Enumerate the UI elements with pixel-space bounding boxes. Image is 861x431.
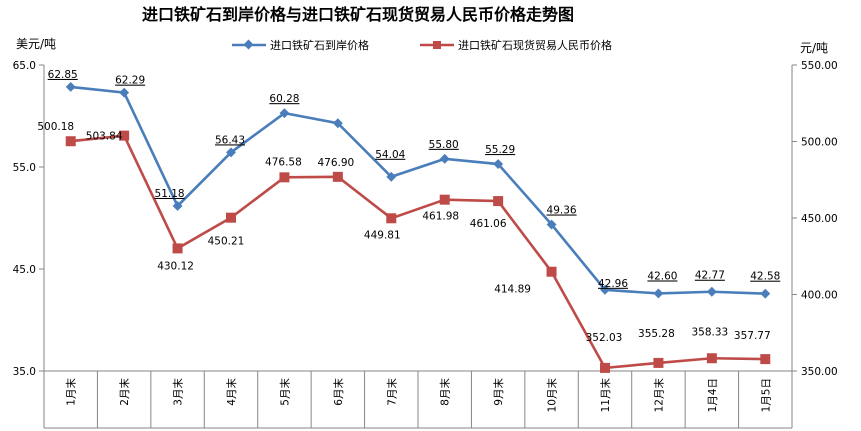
legend-marker-series-2 bbox=[433, 41, 441, 49]
y-left-ticks: 35.0 45.0 55.0 65.0 bbox=[13, 60, 44, 378]
series-cny-point bbox=[706, 353, 717, 364]
series-usd-point bbox=[600, 284, 610, 295]
data-label-cny: 461.98 bbox=[422, 211, 459, 223]
series-cny-point bbox=[386, 213, 397, 224]
data-label-cny: 352.03 bbox=[586, 332, 623, 344]
series-usd-point bbox=[172, 201, 183, 211]
series-cny-point bbox=[279, 172, 290, 183]
legend-marker-series-1 bbox=[243, 39, 254, 50]
legend-label-series-1: 进口铁矿石到岸价格 bbox=[270, 38, 369, 52]
series-usd-point bbox=[760, 288, 771, 299]
data-label-cny: 500.18 bbox=[37, 121, 74, 133]
legend: 进口铁矿石到岸价格 进口铁矿石现货贸易人民币价格 bbox=[232, 38, 612, 52]
data-label-cny: 450.21 bbox=[208, 236, 245, 248]
series-cny-point bbox=[332, 171, 343, 182]
x-tick-label: 6月末 bbox=[332, 378, 345, 406]
y-left-unit: 美元/吨 bbox=[16, 37, 56, 51]
y-left-tick-label: 55.0 bbox=[13, 162, 36, 174]
x-tick-label: 7月末 bbox=[385, 378, 398, 406]
data-label-usd: 62.29 bbox=[115, 75, 145, 87]
data-label-usd: 62.85 bbox=[48, 69, 78, 81]
series-usd-point bbox=[65, 81, 76, 92]
y-right-tick-label: 550.00 bbox=[801, 60, 838, 72]
data-label-usd: 54.04 bbox=[375, 149, 405, 161]
x-tick-label: 1月4日 bbox=[707, 378, 719, 412]
data-label-cny: 476.90 bbox=[317, 157, 354, 169]
x-tick-label: 11月末 bbox=[599, 378, 612, 413]
series-cny-point bbox=[653, 357, 664, 368]
x-tick-label: 1月5日 bbox=[760, 378, 772, 412]
data-label-usd: 42.60 bbox=[647, 270, 677, 282]
data-label-cny: 357.77 bbox=[734, 330, 771, 342]
series-usd-point bbox=[439, 153, 450, 164]
legend-label-series-2: 进口铁矿石现货贸易人民币价格 bbox=[458, 38, 612, 52]
x-tick-label: 10月末 bbox=[546, 378, 559, 413]
x-tick-label: 8月末 bbox=[439, 378, 452, 406]
y-right-tick-label: 500.00 bbox=[801, 137, 838, 149]
x-tick-label: 5月末 bbox=[278, 378, 291, 406]
series-usd-point bbox=[706, 286, 717, 297]
chart-title: 进口铁矿石到岸价格与进口铁矿石现货贸易人民币价格走势图 bbox=[142, 5, 574, 24]
x-tick-label: 1月末 bbox=[65, 378, 78, 406]
series-usd-point bbox=[546, 219, 557, 230]
x-category-labels: 1月末 2月末 3月末 4月末 5月末 6月末 7月末 8月末 9月末 10月末 11月末 12月末 1… bbox=[65, 378, 773, 413]
series-cny-point bbox=[493, 196, 504, 207]
series-cny-point bbox=[439, 194, 450, 205]
x-tick-label: 9月末 bbox=[492, 378, 505, 406]
y-left-tick-label: 35.0 bbox=[13, 366, 36, 378]
x-tick-label: 3月末 bbox=[172, 378, 185, 406]
data-label-cny: 461.06 bbox=[470, 218, 507, 230]
data-label-cny: 358.33 bbox=[691, 326, 728, 338]
y-left-tick-label: 65.0 bbox=[13, 60, 36, 72]
data-labels: 62.85 62.29 51.18 56.43 60.28 54.04 55.80 55.29… bbox=[37, 69, 780, 344]
data-label-cny: 503.84 bbox=[86, 131, 123, 143]
data-label-cny: 414.89 bbox=[494, 284, 531, 296]
series-lines bbox=[70, 85, 766, 370]
series-cny-point bbox=[760, 354, 771, 365]
data-label-cny: 476.58 bbox=[265, 156, 302, 168]
y-right-tick-label: 350.00 bbox=[801, 366, 838, 378]
series-line-usd bbox=[70, 85, 766, 295]
x-tick-label: 12月末 bbox=[652, 378, 665, 413]
y-left-tick-label: 45.0 bbox=[13, 264, 36, 276]
data-label-cny: 449.81 bbox=[364, 229, 401, 241]
axes bbox=[43, 65, 793, 429]
data-label-usd: 51.18 bbox=[155, 188, 185, 200]
x-tick-label: 4月末 bbox=[225, 378, 238, 406]
series-usd-point bbox=[119, 87, 130, 98]
data-label-usd: 42.96 bbox=[598, 278, 628, 290]
data-label-usd: 42.77 bbox=[695, 270, 725, 282]
data-label-cny: 355.28 bbox=[638, 328, 675, 340]
data-label-usd: 49.36 bbox=[547, 205, 577, 217]
data-label-usd: 42.58 bbox=[750, 271, 780, 283]
series-cny-point bbox=[226, 212, 236, 223]
series-usd-point bbox=[226, 147, 236, 158]
series-usd-point bbox=[386, 171, 397, 182]
series-line-cny bbox=[70, 134, 766, 370]
data-label-cny: 430.12 bbox=[157, 260, 194, 272]
data-label-usd: 56.43 bbox=[215, 134, 245, 146]
data-label-usd: 55.80 bbox=[429, 139, 459, 151]
series-cny-point bbox=[172, 243, 183, 254]
y-right-ticks: 350.00 400.00 450.00 500.00 550.00 bbox=[792, 60, 838, 378]
series-markers bbox=[65, 81, 771, 373]
y-right-tick-label: 400.00 bbox=[801, 290, 838, 302]
series-usd-point bbox=[653, 288, 664, 299]
x-tick-label: 2月末 bbox=[118, 378, 131, 406]
data-label-usd: 55.29 bbox=[485, 144, 515, 156]
series-cny-point bbox=[600, 362, 610, 373]
series-cny-point bbox=[546, 266, 557, 277]
series-usd-point bbox=[493, 159, 504, 169]
series-cny-point bbox=[119, 130, 130, 141]
data-label-usd: 60.28 bbox=[269, 93, 299, 105]
y-right-unit: 元/吨 bbox=[800, 41, 828, 55]
series-cny-point bbox=[65, 136, 76, 147]
y-right-tick-label: 450.00 bbox=[801, 213, 838, 225]
